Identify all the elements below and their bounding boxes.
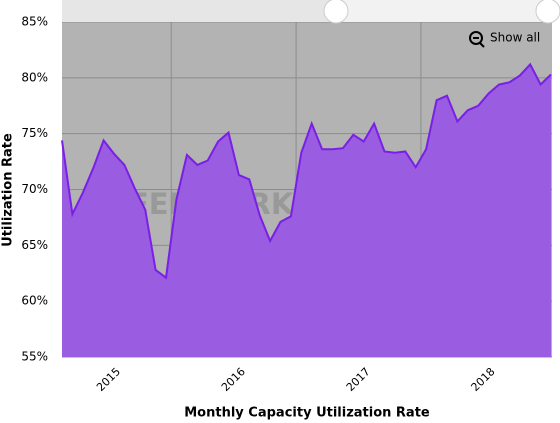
x-tick-label: 2015: [94, 365, 123, 394]
navigator-handle[interactable]: [535, 0, 560, 24]
y-tick-label: 70%: [21, 182, 48, 196]
button-label: Show all: [490, 31, 540, 45]
y-axis-title: Utilization Rate: [1, 133, 16, 247]
y-tick-label: 60%: [21, 294, 48, 308]
marks: [61, 62, 552, 358]
y-tick-label: 55%: [21, 350, 48, 364]
x-tick-label: 2016: [219, 365, 248, 394]
zoom-icon: [469, 31, 483, 45]
x-tick-label: 2017: [344, 365, 373, 394]
line: [61, 62, 552, 280]
x-tick-label: 2018: [469, 365, 498, 394]
y-tick-label: 75%: [21, 126, 48, 140]
y-tick-label: 65%: [21, 238, 48, 252]
y-tick-label: 85%: [21, 15, 48, 29]
navigator-handle[interactable]: [323, 0, 349, 24]
x-axis-title: Monthly Capacity Utilization Rate: [184, 406, 430, 421]
show-all-button[interactable]: Show all: [469, 31, 540, 48]
navigator-window: [336, 0, 550, 22]
y-tick-label: 80%: [21, 70, 48, 84]
zoom-icon: [479, 42, 485, 48]
